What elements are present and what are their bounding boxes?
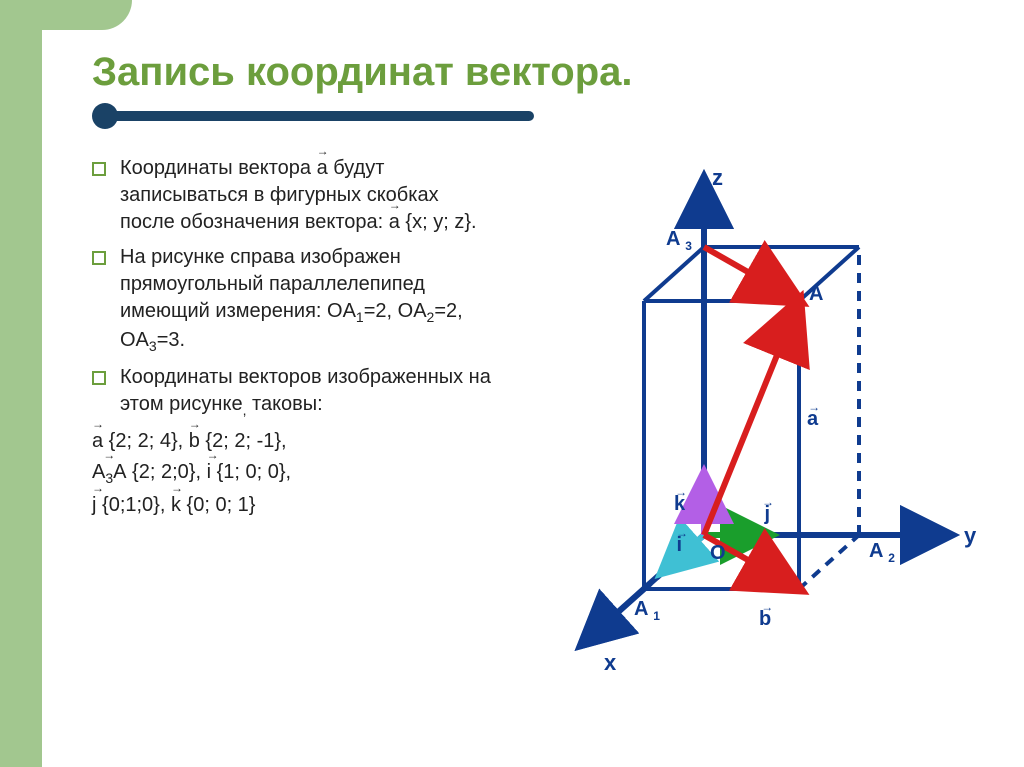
label-y: y — [964, 523, 977, 548]
vector-a — [704, 301, 799, 535]
label-z: z — [712, 165, 723, 190]
bullet-text: Координаты вектора a будут записываться … — [120, 155, 494, 236]
label-a: a→ — [807, 400, 820, 430]
coords-line-3: j {0;1;0}, k {0; 0; 1} — [92, 492, 494, 519]
diagram-column: z y x O A 1 A 2 A 3 A k→ j→ i→ a→ b→ — [524, 155, 994, 675]
page-title: Запись координат вектора. — [92, 50, 994, 95]
label-b: b→ — [759, 600, 773, 630]
content-row: Координаты вектора a будут записываться … — [92, 155, 994, 675]
vector-a3a — [704, 247, 799, 301]
bullet-3: Координаты векторов изображенных на этом… — [92, 364, 494, 420]
label-A3: A 3 — [666, 228, 692, 253]
text-column: Координаты вектора a будут записываться … — [92, 155, 494, 675]
label-O: O — [710, 542, 726, 564]
coords-line-2: A3A {2; 2;0}, i {1; 0; 0}, — [92, 459, 494, 488]
label-x: x — [604, 650, 617, 675]
title-underline — [92, 107, 994, 125]
label-A2: A 2 — [869, 540, 895, 565]
bullet-icon — [92, 162, 106, 176]
slide-body: Запись координат вектора. Координаты век… — [42, 0, 1024, 767]
bullet-text: Координаты векторов изображенных на этом… — [120, 364, 494, 420]
coords-line-1: a {2; 2; 4}, b {2; 2; -1}, — [92, 428, 494, 455]
label-j: j→ — [762, 495, 774, 525]
label-A1: A 1 — [634, 598, 660, 623]
bullet-icon — [92, 251, 106, 265]
label-k: k→ — [674, 485, 687, 515]
bullet-1: Координаты вектора a будут записываться … — [92, 155, 494, 236]
bullet-icon — [92, 371, 106, 385]
label-A: A — [809, 283, 823, 305]
bullet-text: На рисунке справа изображен прямоугольны… — [120, 244, 494, 356]
diagram-labels: z y x O A 1 A 2 A 3 A k→ j→ i→ a→ b→ — [604, 165, 977, 675]
left-accent-border — [0, 0, 42, 767]
parallelepiped-diagram: z y x O A 1 A 2 A 3 A k→ j→ i→ a→ b→ — [524, 155, 994, 675]
bullet-2: На рисунке справа изображен прямоугольны… — [92, 244, 494, 356]
